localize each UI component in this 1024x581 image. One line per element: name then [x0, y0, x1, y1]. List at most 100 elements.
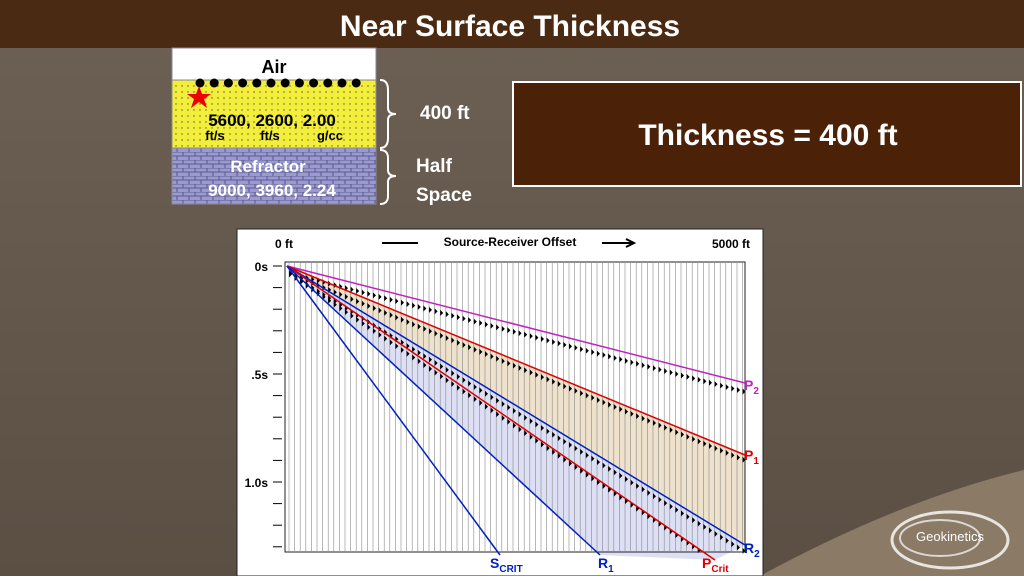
wiggle [518, 364, 522, 371]
wiggle [569, 385, 572, 392]
wiggle [507, 360, 511, 367]
wiggle [518, 330, 522, 337]
wiggle [356, 287, 360, 294]
wiggle [361, 300, 365, 307]
wiggle [625, 408, 628, 415]
wiggle [613, 403, 617, 410]
result-text: Thickness = 400 ft [638, 119, 897, 152]
wiggle [457, 314, 460, 321]
geophone [323, 78, 333, 88]
wiggle [535, 421, 539, 428]
wiggle [490, 407, 494, 414]
wiggle [361, 289, 365, 296]
wiggle [406, 319, 410, 326]
wiggle [697, 376, 701, 383]
label-main: R [744, 540, 754, 556]
geophone [266, 78, 276, 88]
wiggle [451, 337, 455, 344]
wiggle [434, 330, 438, 337]
wiggle [580, 448, 584, 455]
wiggle [490, 394, 494, 401]
wiggle [395, 343, 399, 350]
wiggle [591, 349, 595, 356]
wiggle [608, 353, 612, 360]
wiggle [423, 362, 427, 369]
layer1-values: 5600, 2600, 2.00 [208, 111, 336, 130]
wiggle [485, 351, 488, 358]
wiggle [585, 471, 589, 478]
wiggle [613, 469, 617, 476]
wiggle [513, 422, 516, 429]
wiggle [535, 334, 539, 341]
curve [286, 265, 716, 561]
wiggle [625, 498, 628, 505]
curve [286, 265, 501, 556]
wiggle [496, 397, 500, 404]
wiggle [591, 455, 595, 462]
wiggle [692, 436, 696, 443]
wiggle [384, 335, 388, 342]
wiggle [574, 387, 578, 394]
wiggle [709, 527, 712, 534]
wiggle [731, 385, 735, 392]
wiggle [384, 295, 388, 302]
geophone [280, 78, 290, 88]
wiggle [440, 363, 444, 370]
wiggle [479, 387, 483, 394]
geophone [209, 78, 219, 88]
curve-label: P2 [744, 377, 759, 397]
wiggle [535, 371, 539, 378]
layer2-name: Refractor [230, 157, 306, 176]
wiggle [557, 452, 561, 459]
wiggle [445, 311, 449, 318]
wiggle [462, 315, 466, 322]
wiggle [412, 354, 416, 361]
wiggle [608, 486, 612, 493]
wiggle [669, 426, 673, 433]
label-main: P [744, 447, 753, 463]
curve [286, 265, 746, 456]
wiggle [345, 293, 348, 300]
wiggle [580, 346, 584, 353]
brace-label-box: Half Space [416, 156, 472, 206]
x-title: Source-Receiver Offset [444, 235, 577, 249]
wiggle [440, 332, 444, 339]
wiggle [574, 464, 578, 471]
wiggle [619, 494, 623, 501]
y-ticks [273, 265, 282, 548]
geophone [195, 78, 205, 88]
wiggle [401, 346, 404, 353]
wiggle [384, 309, 388, 316]
wiggle [725, 449, 729, 456]
wiggle [641, 415, 645, 422]
wiggle [552, 431, 556, 438]
wiggle [339, 291, 343, 298]
wiggle [401, 299, 404, 306]
wiggle [686, 373, 690, 380]
wiggle [451, 380, 455, 387]
wiggle [557, 435, 561, 442]
wiggle [737, 387, 740, 393]
wiggle [613, 490, 617, 497]
wiggle [697, 520, 701, 527]
wiggle [356, 298, 360, 305]
wiggle [563, 341, 567, 348]
wiggle [664, 500, 668, 507]
wiggle [373, 305, 376, 312]
air-label: Air [261, 57, 286, 77]
wiggle [714, 381, 718, 388]
wiggle [591, 394, 595, 401]
wiggle [417, 349, 421, 356]
wiggle [602, 483, 606, 490]
logo: Geokinetics [890, 510, 1010, 570]
label-sub: 1 [608, 564, 614, 575]
wiggle [440, 309, 444, 316]
wiggle [636, 483, 640, 490]
wiggle [417, 304, 421, 311]
wiggle [574, 445, 578, 452]
wiggle [406, 342, 410, 349]
wiggle [333, 289, 337, 296]
wiggle [361, 320, 365, 327]
wiggle [367, 302, 371, 309]
